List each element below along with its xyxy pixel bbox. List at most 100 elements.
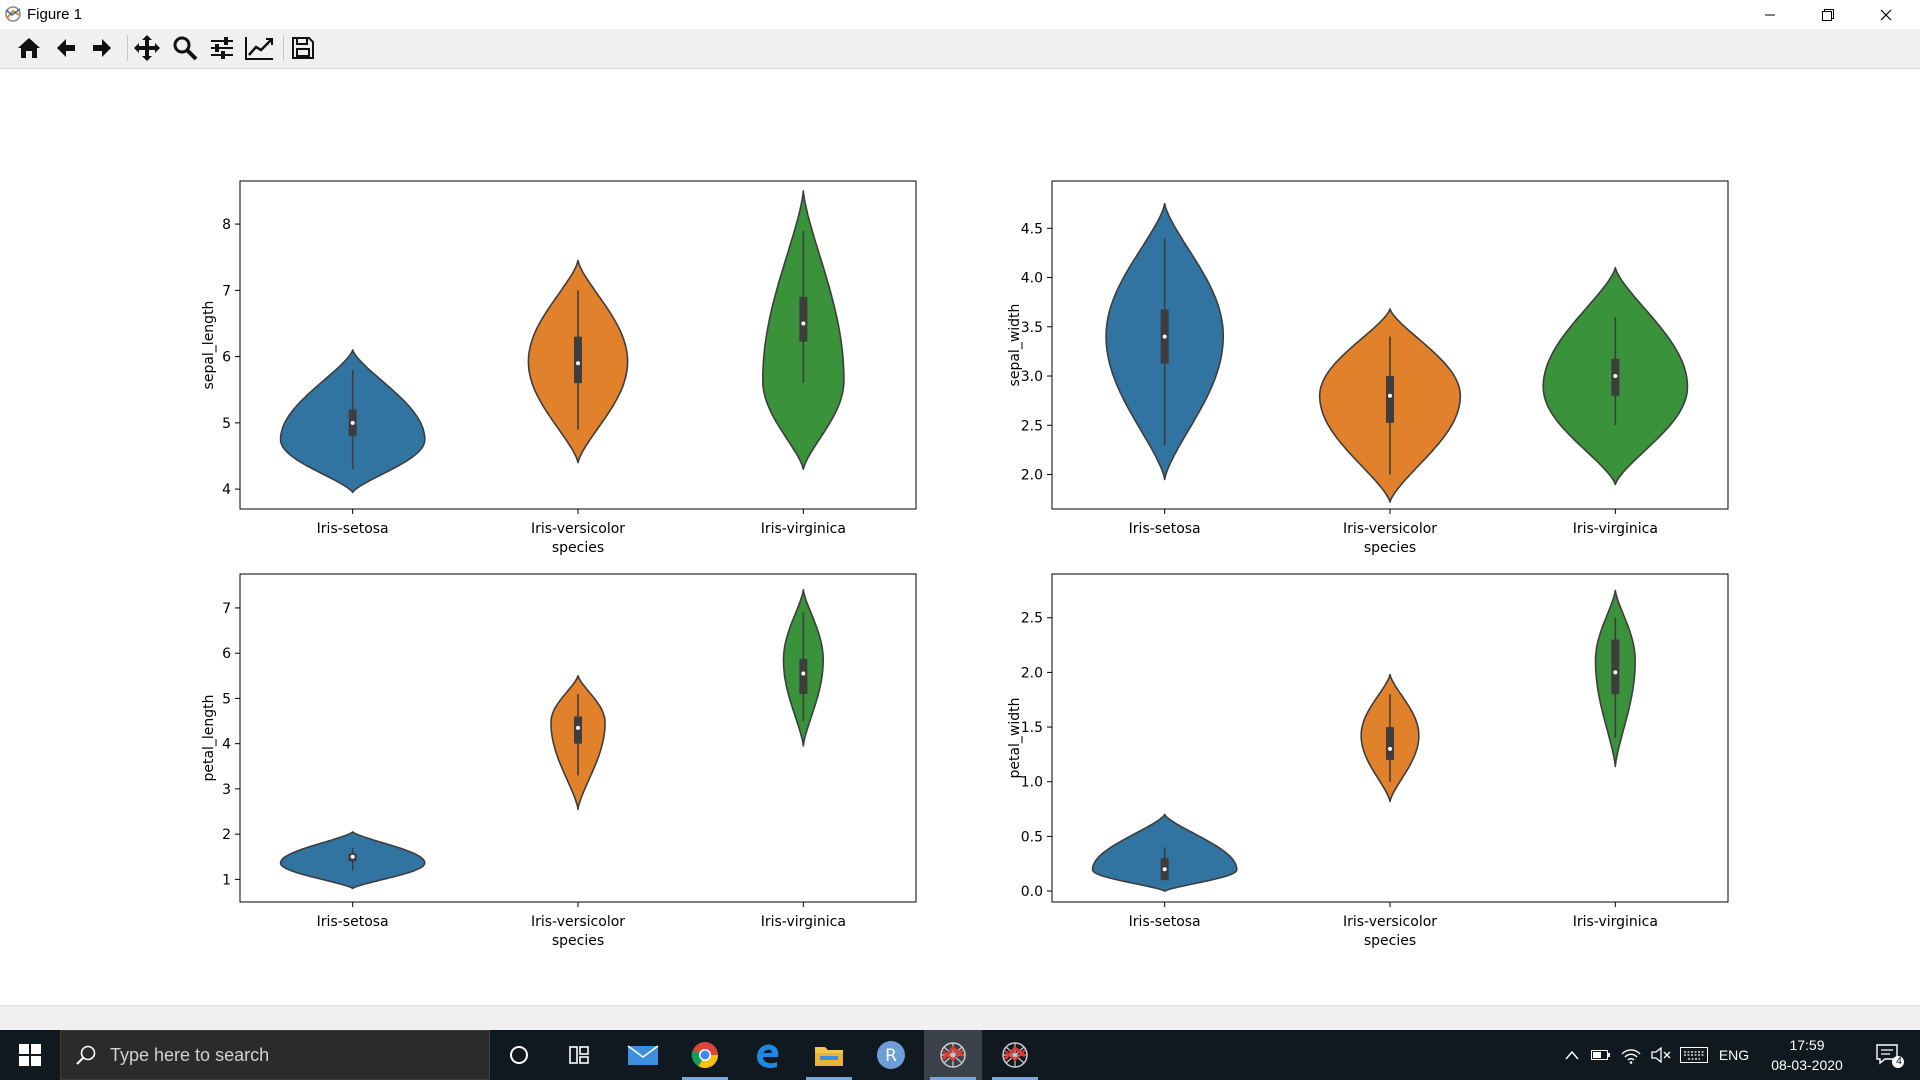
figure-app-icon: [5, 6, 21, 22]
window-title: Figure 1: [27, 6, 83, 23]
start-button[interactable]: [0, 1030, 60, 1080]
subplot-sepal-width: 2.0 2.5 3.0 3.5 4.0 4.5 sepal_width Iris-setosa…: [1007, 180, 1729, 556]
y-tick-label: 3: [222, 782, 231, 798]
forward-icon: [93, 39, 111, 57]
median-point: [1613, 374, 1618, 379]
clock[interactable]: 17:59 08-03-2020: [1752, 1035, 1862, 1075]
y-tick-label: 7: [222, 601, 231, 617]
median-point: [350, 854, 355, 859]
x-tick-label: Iris-versicolor: [1343, 914, 1437, 930]
home-button[interactable]: [14, 33, 44, 63]
y-tick-label: 1: [222, 872, 231, 888]
y-tick-label: 2: [222, 827, 231, 843]
median-point: [350, 420, 355, 425]
task-view-button[interactable]: [551, 1030, 609, 1080]
save-button[interactable]: [288, 33, 318, 63]
battery-button[interactable]: [1588, 1030, 1614, 1080]
x-tick-label: Iris-versicolor: [531, 521, 625, 537]
volume-button[interactable]: [1648, 1030, 1674, 1080]
minimize-button[interactable]: [1741, 0, 1799, 29]
show-hidden-icons-button[interactable]: [1560, 1030, 1584, 1080]
y-tick-label: 4.5: [1021, 221, 1043, 237]
y-tick-label: 2.5: [1021, 418, 1043, 434]
y-tick-label: 4: [222, 737, 231, 753]
x-tick-label: Iris-virginica: [761, 521, 846, 537]
x-tick-label: Iris-setosa: [317, 914, 389, 930]
taskbar-app-figure-2[interactable]: [986, 1030, 1044, 1080]
running-indicator: [682, 1077, 728, 1080]
back-icon: [57, 39, 75, 57]
save-icon: [292, 37, 314, 59]
y-tick-label: 2.5: [1021, 611, 1043, 627]
notification-count: 4: [1896, 1056, 1902, 1067]
taskbar-app-r[interactable]: R: [862, 1030, 920, 1080]
y-tick-label: 8: [222, 217, 231, 233]
volume-muted-icon: [1651, 1047, 1671, 1063]
median-point: [1388, 393, 1392, 398]
clock-time: 17:59: [1789, 1037, 1825, 1053]
y-axis-label: sepal_length: [201, 301, 217, 390]
y-tick-label: 6: [222, 646, 231, 662]
iqr-box: [799, 296, 808, 342]
toolbar-separator: [283, 35, 284, 61]
pan-button[interactable]: [132, 33, 162, 63]
taskbar-app-file-explorer[interactable]: [800, 1030, 858, 1080]
median-point: [1613, 670, 1618, 675]
iqr-box: [799, 658, 808, 694]
toolbar-separator: [127, 35, 128, 61]
taskbar-app-edge[interactable]: [738, 1030, 796, 1080]
iqr-box: [1386, 727, 1394, 760]
configure-subplots-button[interactable]: [207, 33, 237, 63]
x-tick-label: Iris-virginica: [1573, 914, 1658, 930]
y-tick-label: 1.5: [1021, 720, 1043, 736]
chevron-up-icon: [1565, 1050, 1579, 1060]
x-tick-label: Iris-versicolor: [531, 914, 625, 930]
restore-button[interactable]: [1799, 0, 1857, 29]
edit-axis-icon: [245, 37, 273, 60]
task-view-icon: [569, 1046, 589, 1064]
subplot-sepal-length: 4 5 6 7 8 sepal_length Iris-setosa Iris-versico…: [201, 180, 917, 556]
x-tick-label: Iris-virginica: [761, 914, 846, 930]
edit-axis-button[interactable]: [244, 33, 274, 63]
close-button[interactable]: [1857, 0, 1915, 29]
mail-icon: [627, 1045, 659, 1065]
taskbar-app-chrome[interactable]: [676, 1030, 734, 1080]
x-tick-label: Iris-setosa: [1129, 521, 1201, 537]
median-point: [1162, 334, 1167, 339]
median-point: [1162, 867, 1167, 872]
network-button[interactable]: [1618, 1030, 1644, 1080]
y-tick-label: 4: [222, 482, 231, 498]
navigation-toolbar: [0, 29, 1920, 69]
taskbar-search[interactable]: Type here to search: [60, 1030, 490, 1080]
running-indicator: [806, 1077, 852, 1080]
running-indicator: [992, 1077, 1038, 1080]
forward-button[interactable]: [87, 33, 117, 63]
taskbar-app-figure[interactable]: [924, 1030, 982, 1080]
action-center-button[interactable]: 4: [1864, 1030, 1914, 1080]
status-bar: [0, 1005, 1920, 1031]
taskbar: Type here to search R: [0, 1030, 1920, 1080]
edge-icon: [757, 1044, 779, 1068]
language-indicator[interactable]: ENG: [1718, 1047, 1750, 1063]
taskbar-app-mail[interactable]: [614, 1030, 672, 1080]
cortana-button[interactable]: [490, 1030, 548, 1080]
keyboard-button[interactable]: [1678, 1030, 1710, 1080]
median-point: [801, 671, 806, 676]
x-tick-label: Iris-setosa: [1129, 914, 1201, 930]
x-tick-label: Iris-virginica: [1573, 521, 1658, 537]
y-tick-label: 5: [222, 416, 231, 432]
back-button[interactable]: [51, 33, 81, 63]
y-tick-label: 5: [222, 691, 231, 707]
configure-subplots-icon: [211, 37, 233, 59]
figure-canvas[interactable]: 4 5 6 7 8 sepal_length Iris-setosa Iris-versico…: [0, 69, 1920, 1005]
battery-icon: [1591, 1050, 1610, 1060]
svg-text:R: R: [885, 1046, 897, 1066]
title-bar: Figure 1: [0, 0, 1920, 29]
y-tick-label: 6: [222, 350, 231, 366]
median-point: [576, 725, 580, 730]
x-axis-label: species: [1364, 933, 1416, 949]
keyboard-icon: [1680, 1047, 1708, 1063]
y-axis-label: petal_length: [201, 694, 217, 781]
y-axis-label: petal_width: [1007, 697, 1023, 778]
zoom-button[interactable]: [170, 33, 200, 63]
